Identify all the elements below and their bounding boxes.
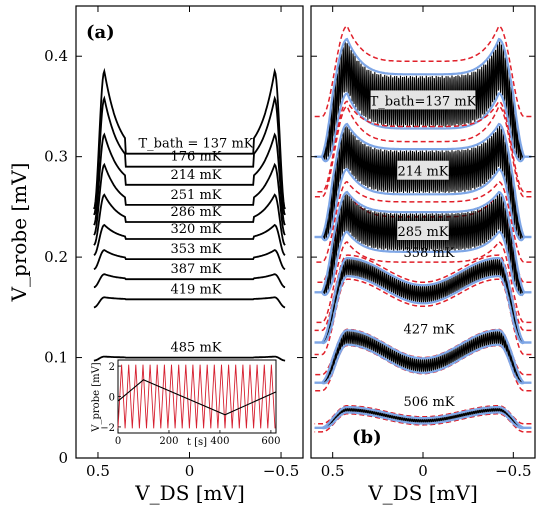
panel-a-curve-8 [93,296,286,309]
panel-a-xtick-label-0: 0.5 [86,462,110,480]
panel-b-curve-label-5: 506 mK [404,395,455,410]
panel-b-envelope-upper-0 [314,37,532,158]
panel-b-data-1 [318,125,528,241]
panel-b-curves [314,25,532,433]
inset-oscillation-trace [117,364,276,429]
panel-b-envelope-lower-4 [314,343,532,385]
panel-b-envelope-lower-5 [314,411,532,430]
inset-xtick-label-2: 400 [210,436,229,447]
inset-xtick-label-1: 200 [159,436,178,447]
panel-b-curve-label-3: 358 mK [404,246,455,261]
inset-ylabel: V_probe [mV] [91,362,102,433]
panel-a-curve-5 [93,223,286,256]
y-axis-label: V_probe [mV] [7,163,31,303]
panel-a-curves [93,67,286,362]
panel-b-curve-labels: T_bath=137 mK 214 mK 285 mK 358 mK 427 mK 506… [370,90,477,410]
panel-a-ytick-label-2: 0.2 [44,248,68,266]
panel-a-curve-label-4: 286 mK [171,205,222,220]
panel-b-envelope-upper-4 [314,329,532,384]
panel-a-curve-label-3: 251 mK [171,188,222,203]
panel-b-data-2 [318,193,528,297]
panel-b-curve-label-4: 427 mK [404,323,455,338]
panel-a-curve-2 [93,132,286,226]
x-axis-label-a: V_DS [mV] [134,481,245,505]
panel-b-curve-label-0: T_bath=137 mK [370,94,477,109]
panel-a-ytick-label-3: 0.3 [44,148,68,166]
panel-a-curve-3 [93,162,286,236]
inset-xlabel: t [s] [187,437,207,448]
panel-b-model-upper-0 [314,25,532,118]
panel-a-ytick-label-4: 0.4 [44,47,68,65]
panel-b-model-upper-1 [314,100,532,193]
panel-b-label-bg-0 [370,90,476,110]
panel-b-label-bg-2 [397,221,449,240]
panel-b-envelope-lower-2 [314,230,532,297]
panel-b-envelope-upper-5 [314,406,532,429]
panel-b-model-upper-2 [314,181,532,263]
panel-a-curve-label-8: 419 mK [171,282,222,297]
panel-a-curve-label-1: 176 mK [171,150,222,165]
panel-b-xtick-label-0: 0.5 [321,462,345,480]
panel-a-xtick-label-2: −0.5 [263,462,299,480]
panel-a-curve-6 [93,249,286,271]
panel-b-model-lower-3 [314,278,532,356]
panel-a-label: (a) [86,22,115,43]
panel-a-curve-4 [93,193,286,246]
panel-a-curve-label-2: 214 mK [171,168,222,183]
panel-a-curve-9 [93,355,286,362]
panel-b-data-4 [318,330,528,385]
panel-b-data-0 [318,41,528,162]
panel-b: T_bath=137 mK 214 mK 285 mK 358 mK 427 mK 506… [310,5,536,480]
panel-b-envelope-lower-0 [314,92,532,163]
panel-b-model-lower-5 [314,413,532,433]
panel-a-curve-label-9: 485 mK [171,341,222,356]
inset-plot [117,364,277,429]
panel-a-curve-label-7: 387 mK [171,262,222,277]
panel-b-envelope-upper-3 [314,257,532,344]
panel-a-curve-label-6: 353 mK [171,242,222,257]
panel-b-label-bg-1 [397,160,449,180]
panel-b-model-upper-5 [314,405,532,425]
panel-b-model-upper-3 [314,254,532,332]
panel-b-curve-label-1: 214 mK [398,165,449,180]
panel-b-envelope-upper-2 [314,190,532,294]
panel-a-ytick-label-0: 0 [58,449,68,467]
panel-b-curve-label-2: 285 mK [398,225,449,240]
panel-b-envelope-lower-3 [314,275,532,345]
panel-b-xtick-label-1: 0 [418,462,428,480]
panel-b-xtick-label-2: −0.5 [495,462,531,480]
panel-a-curve-1 [93,95,286,216]
panel-b-envelope-lower-1 [314,167,532,242]
panel-b-model-lower-2 [314,241,532,324]
inset-xtick-label-0: 0 [115,436,121,447]
panel-a-ytick-label-1: 0.1 [44,349,68,367]
inset-xtick-label-3: 600 [261,436,280,447]
panel-b-envelope-upper-1 [314,122,532,239]
x-axis-label-b: V_DS [mV] [367,481,478,505]
panel-a-ticks: 0.5 0 −0.5 0 0.1 0.2 0.3 0.4 [44,6,303,480]
inset-ytick-label-2: −2 [100,423,115,434]
inset-triangle-trace [117,379,277,416]
panel-a-curve-7 [93,273,286,289]
inset-ytick-label-1: 0 [109,393,115,404]
panel-a-curve-label-0: T_bath = 137 mK [139,137,254,152]
panel-a-curve-label-5: 320 mK [171,222,222,237]
panel-b-data-3 [318,258,528,345]
panel-b-model-lower-0 [314,105,532,198]
panel-b-ticks: 0.5 0 −0.5 [311,6,535,480]
panel-a-xtick-label-1: 0 [185,462,195,480]
panel-b-label: (b) [352,427,382,448]
inset-ytick-label-0: 2 [109,362,115,373]
